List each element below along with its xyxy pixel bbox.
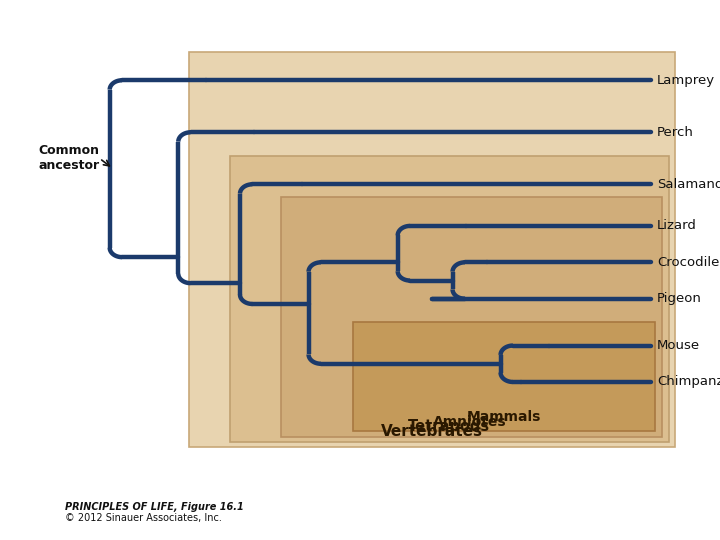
Text: Perch: Perch xyxy=(657,126,694,139)
Text: PRINCIPLES OF LIFE, Figure 16.1: PRINCIPLES OF LIFE, Figure 16.1 xyxy=(65,502,243,512)
Text: Pigeon: Pigeon xyxy=(657,292,702,305)
Text: Figure 16.1  Clades Represent All the Descendants of a Common Ancestor: Figure 16.1 Clades Represent All the Des… xyxy=(6,9,549,24)
Bar xyxy=(189,52,675,447)
Text: Amniotes: Amniotes xyxy=(433,415,507,429)
Text: Tetrapods: Tetrapods xyxy=(408,419,490,434)
Text: Mouse: Mouse xyxy=(657,339,700,352)
Text: Chimpanzee: Chimpanzee xyxy=(657,375,720,388)
Text: Lamprey: Lamprey xyxy=(657,74,715,87)
Text: Mammals: Mammals xyxy=(467,409,541,423)
Text: © 2012 Sinauer Associates, Inc.: © 2012 Sinauer Associates, Inc. xyxy=(65,512,222,523)
Text: Crocodile: Crocodile xyxy=(657,256,719,269)
Bar xyxy=(230,156,669,442)
Text: Common
ancestor: Common ancestor xyxy=(38,144,99,172)
Bar xyxy=(281,197,662,436)
Bar xyxy=(353,322,655,431)
Text: Lizard: Lizard xyxy=(657,219,697,232)
Text: Vertebrates: Vertebrates xyxy=(381,424,483,439)
Text: Salamander: Salamander xyxy=(657,178,720,191)
